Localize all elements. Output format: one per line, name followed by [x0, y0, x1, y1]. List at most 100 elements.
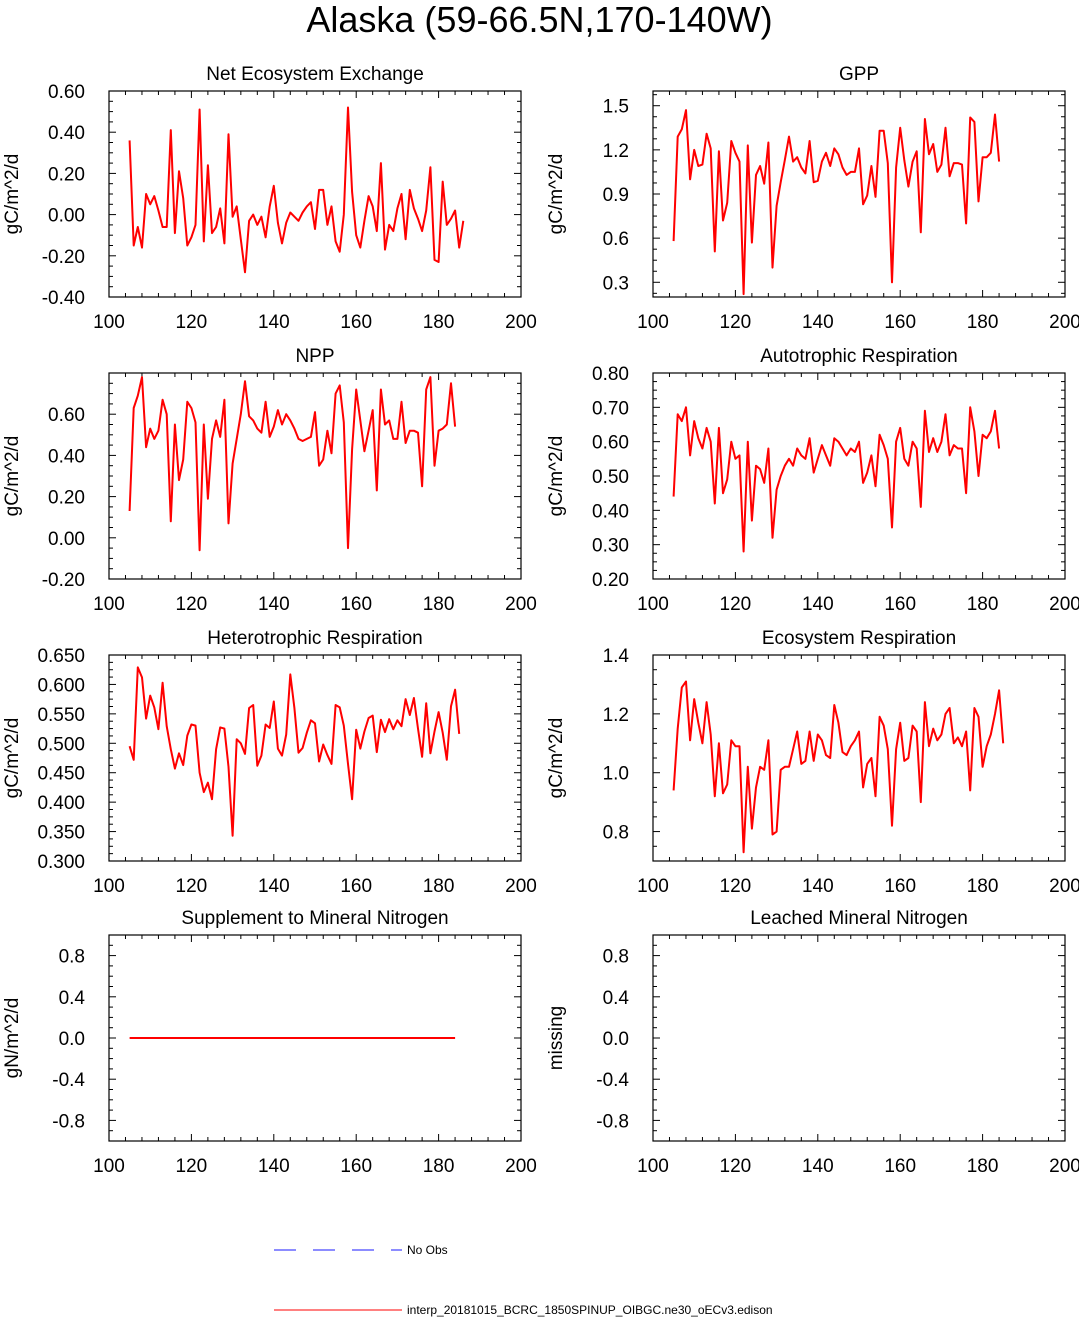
y-tick-label: 0.60: [48, 405, 85, 426]
y-axis-label: gC/m^2/d: [2, 718, 23, 799]
y-tick-label: 0.80: [592, 364, 629, 385]
y-axis-label: missing: [546, 1006, 567, 1070]
x-tick-label: 100: [637, 594, 669, 615]
x-tick-label: 120: [720, 1156, 752, 1177]
y-tick-label: 0.60: [592, 433, 629, 454]
y-tick-label: 0.650: [37, 646, 85, 667]
series-line-1: [128, 106, 465, 274]
y-tick-label: 0.400: [37, 793, 85, 814]
x-tick-label: 180: [967, 594, 999, 615]
x-tick-label: 180: [967, 876, 999, 897]
x-tick-label: 200: [1049, 876, 1079, 897]
x-tick-label: 180: [423, 594, 455, 615]
y-tick-label: 0.550: [37, 705, 85, 726]
y-tick-label: 0.40: [592, 501, 629, 522]
x-tick-label: 120: [720, 312, 752, 333]
x-tick-label: 160: [340, 594, 372, 615]
y-tick-label: -0.8: [596, 1111, 629, 1132]
y-tick-label: -0.20: [42, 247, 85, 268]
x-tick-label: 180: [967, 312, 999, 333]
chart-title: Ecosystem Respiration: [762, 628, 956, 649]
x-tick-label: 120: [176, 876, 208, 897]
x-tick-label: 140: [802, 876, 834, 897]
chart-title: Heterotrophic Respiration: [207, 628, 422, 649]
y-tick-label: 0.20: [48, 488, 85, 509]
x-tick-label: 160: [340, 1156, 372, 1177]
x-tick-label: 200: [1049, 312, 1079, 333]
y-axis-label: gC/m^2/d: [546, 718, 567, 799]
x-tick-label: 120: [720, 594, 752, 615]
x-tick-label: 140: [258, 1156, 290, 1177]
y-tick-label: 0.50: [592, 467, 629, 488]
x-tick-label: 100: [637, 1156, 669, 1177]
x-tick-label: 120: [176, 1156, 208, 1177]
y-axis-label: gN/m^2/d: [2, 998, 23, 1079]
x-tick-label: 200: [505, 876, 537, 897]
series-line-1: [128, 666, 461, 837]
y-tick-label: 0.70: [592, 398, 629, 419]
x-tick-label: 100: [637, 312, 669, 333]
y-tick-label: 0.40: [48, 123, 85, 144]
x-tick-label: 160: [884, 876, 916, 897]
x-tick-label: 140: [258, 876, 290, 897]
y-tick-label: 0.300: [37, 852, 85, 873]
series-line-1: [672, 680, 1005, 854]
y-tick-label: -0.4: [596, 1070, 629, 1091]
y-tick-label: 0.8: [59, 947, 85, 968]
y-tick-label: 1.0: [603, 764, 629, 785]
y-tick-label: 1.4: [603, 646, 630, 667]
series-line-1: [672, 406, 1001, 553]
x-tick-label: 160: [340, 312, 372, 333]
y-tick-label: -0.40: [42, 288, 85, 309]
x-tick-label: 140: [258, 594, 290, 615]
y-tick-label: 0.4: [603, 988, 630, 1009]
x-tick-label: 160: [884, 1156, 916, 1177]
y-tick-label: 1.5: [603, 97, 629, 118]
y-tick-label: 0.350: [37, 823, 85, 844]
y-tick-label: 0.20: [592, 570, 629, 591]
y-tick-label: 0.6: [603, 229, 629, 250]
x-tick-label: 200: [1049, 594, 1079, 615]
x-tick-label: 200: [505, 594, 537, 615]
x-tick-label: 160: [884, 312, 916, 333]
chart-title: Leached Mineral Nitrogen: [750, 908, 968, 929]
series-line-1: [128, 376, 457, 552]
x-tick-label: 100: [93, 312, 125, 333]
y-tick-label: 0.00: [48, 206, 85, 227]
y-tick-label: 0.0: [603, 1029, 629, 1050]
x-tick-label: 140: [258, 312, 290, 333]
y-tick-label: 1.2: [603, 705, 629, 726]
x-tick-label: 100: [93, 876, 125, 897]
y-tick-label: 1.2: [603, 141, 629, 162]
y-tick-label: 0.60: [48, 82, 85, 103]
y-tick-label: -0.4: [52, 1070, 85, 1091]
x-tick-label: 100: [93, 1156, 125, 1177]
page-title: Alaska (59-66.5N,170-140W): [306, 0, 773, 40]
y-tick-label: 0.8: [603, 947, 629, 968]
x-tick-label: 160: [884, 594, 916, 615]
y-axis-label: gC/m^2/d: [546, 154, 567, 235]
y-axis-label: gC/m^2/d: [2, 436, 23, 517]
chart-title: GPP: [839, 64, 879, 85]
y-tick-label: 0.4: [59, 988, 86, 1009]
chart-title: NPP: [295, 346, 334, 367]
y-tick-label: 0.0: [59, 1029, 85, 1050]
chart-title: Net Ecosystem Exchange: [206, 64, 424, 85]
x-tick-label: 180: [423, 312, 455, 333]
y-tick-label: 0.600: [37, 675, 85, 696]
x-tick-label: 140: [802, 312, 834, 333]
y-tick-label: 0.450: [37, 764, 85, 785]
y-tick-label: 0.30: [592, 536, 629, 557]
y-tick-label: 0.9: [603, 185, 629, 206]
y-tick-label: -0.20: [42, 570, 85, 591]
x-tick-label: 100: [93, 594, 125, 615]
x-tick-label: 140: [802, 594, 834, 615]
x-tick-label: 180: [423, 876, 455, 897]
